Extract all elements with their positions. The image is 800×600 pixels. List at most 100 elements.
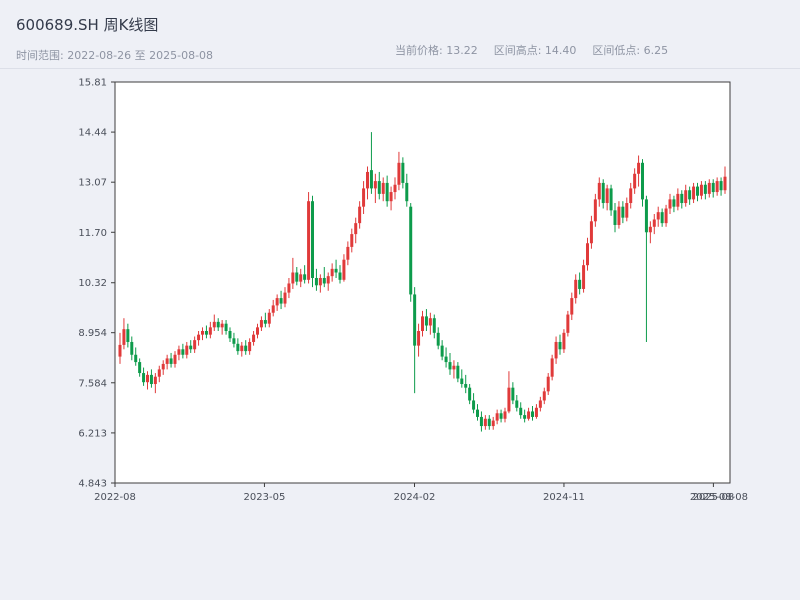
candle-body <box>601 182 605 204</box>
candle-body <box>220 323 224 328</box>
candle-body <box>228 331 232 339</box>
candle-body <box>366 171 369 189</box>
candle-body <box>381 182 385 194</box>
candle-body <box>173 354 177 364</box>
page-title: 600689.SH 周K线图 <box>16 16 159 34</box>
candle-body <box>259 320 263 328</box>
candle-body <box>216 321 220 328</box>
candle-body <box>126 329 130 342</box>
candle-body <box>479 416 483 427</box>
y-tick-label: 6.213 <box>78 428 107 439</box>
candle-body <box>554 341 558 359</box>
candle-body <box>350 234 354 247</box>
candle-body <box>283 292 287 304</box>
candle-body <box>574 279 578 299</box>
candle-body <box>185 345 189 355</box>
candle-body <box>660 212 664 224</box>
candle-body <box>511 387 515 401</box>
candle-body <box>613 210 617 225</box>
candle-body <box>629 188 633 204</box>
candle-body <box>204 331 208 335</box>
candle-body <box>287 283 291 293</box>
candle-body <box>644 199 648 233</box>
candle-body <box>472 400 476 410</box>
candle-body <box>314 277 318 286</box>
candle-body <box>142 373 146 383</box>
candle-body <box>342 259 346 280</box>
candle-body <box>566 314 570 333</box>
candle-body <box>267 312 271 324</box>
candle-body <box>201 331 204 335</box>
candle-body <box>428 318 432 326</box>
candle-body <box>570 298 574 315</box>
candle-body <box>617 206 621 225</box>
candle-body <box>153 376 157 385</box>
candle-body <box>181 349 185 355</box>
candle-body <box>165 358 169 364</box>
candle-body <box>244 345 248 352</box>
candle-body <box>487 418 491 427</box>
candle-body <box>303 274 307 280</box>
candle-body <box>625 203 629 218</box>
candle-body <box>495 413 499 421</box>
candle-body <box>405 182 409 202</box>
candle-body <box>122 329 126 345</box>
candle-body <box>401 162 405 183</box>
candle-body <box>346 246 350 260</box>
candle-body <box>413 294 417 346</box>
candle-body <box>696 186 699 196</box>
candle-body <box>330 268 334 277</box>
candle-body <box>652 219 656 227</box>
time-range-label: 时间范围: 2022-08-26 至 2025-08-08 <box>16 49 214 62</box>
candle-body <box>464 384 468 388</box>
candle-body <box>523 415 527 419</box>
candle-body <box>711 182 715 193</box>
candle-body <box>193 340 197 350</box>
candle-body <box>578 279 582 289</box>
candle-body <box>177 349 181 355</box>
y-tick-label: 13.07 <box>78 178 107 189</box>
candle-body <box>476 409 479 417</box>
candle-body <box>597 182 601 200</box>
candle-body <box>546 376 550 392</box>
kline-chart: 4.843 6.213 7.584 8.954 10.32 11.70 13.07 14.44… <box>78 78 748 504</box>
candle-body <box>149 374 153 385</box>
candle-body <box>146 374 149 383</box>
candle-body <box>699 184 703 196</box>
candle-body <box>460 378 464 385</box>
candle-body <box>444 356 448 363</box>
stats-row: 当前价格: 13.22 区间高点: 14.40 区间低点: 6.25 <box>395 44 668 58</box>
candle-body <box>692 186 696 200</box>
candle-body <box>354 223 358 235</box>
candle-body <box>656 212 660 220</box>
candle-body <box>373 181 377 189</box>
x-tick-label: 2023-05 <box>244 492 286 503</box>
candle-body <box>326 276 330 284</box>
candle-body <box>448 362 452 370</box>
candle-body <box>208 327 212 335</box>
y-tick-label: 7.584 <box>78 378 107 389</box>
current-price-label: 当前价格: 13.22 <box>395 44 478 57</box>
candle-body <box>224 323 228 332</box>
candle-body <box>558 341 562 350</box>
candle-body <box>189 345 193 350</box>
candle-body <box>417 331 421 346</box>
candle-body <box>377 181 381 194</box>
candle-body <box>452 365 456 370</box>
candle-body <box>519 407 523 416</box>
x-tick-label: 2024-02 <box>394 492 436 503</box>
candle-body <box>299 274 303 282</box>
candle-body <box>409 206 413 295</box>
y-tick-label: 15.81 <box>78 78 107 89</box>
candle-body <box>271 305 275 313</box>
candle-body <box>295 272 299 282</box>
candle-body <box>542 391 546 401</box>
candle-body <box>468 387 472 401</box>
candle-body <box>440 345 444 357</box>
x-tick-label: 2022-08 <box>94 492 136 503</box>
candle-body <box>648 226 652 233</box>
candle-body <box>668 199 672 209</box>
candle-body <box>369 170 373 189</box>
y-tick-label: 10.32 <box>78 278 107 289</box>
plot-area <box>115 82 730 483</box>
